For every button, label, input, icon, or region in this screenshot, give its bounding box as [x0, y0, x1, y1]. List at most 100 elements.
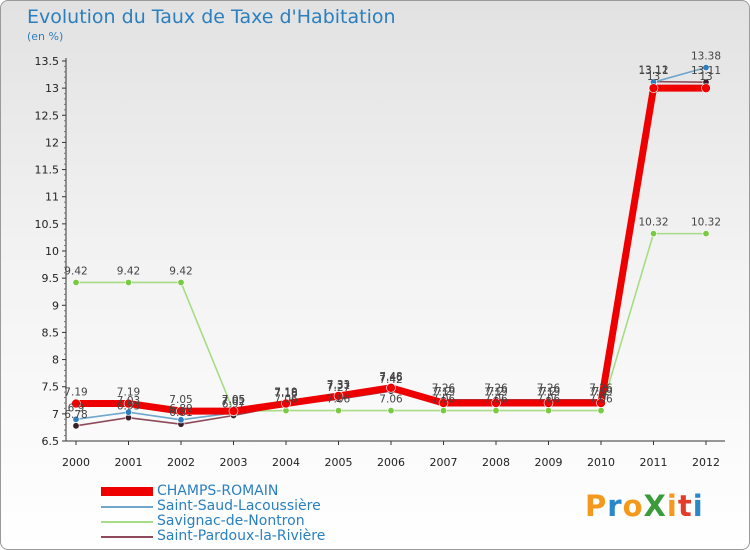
data-point-champs-romain [71, 398, 81, 409]
x-tick-label: 2007 [430, 456, 458, 469]
data-label-savignac-de-nontron: 7.06 [589, 394, 613, 406]
x-tick-label: 2002 [167, 456, 195, 469]
series-layer [71, 64, 711, 430]
value-labels: 9.42 9.42 9.42 7.05 7.06 7.06 7.06 7.06 7.06 7.06… [64, 51, 721, 421]
y-tick-label: 11 [45, 191, 59, 204]
x-tick-label: 2011 [640, 456, 668, 469]
logo-letter: t [677, 489, 693, 523]
data-point-saint-saud-lacoussiere [72, 415, 80, 423]
y-tick-label: 13.5 [35, 55, 60, 68]
y-tick-label: 9 [52, 299, 59, 312]
data-point-champs-romain [543, 398, 554, 408]
data-label-saint-pardoux-la-riviere: 7.26 [432, 383, 456, 395]
data-label-champs-romain: 7.05 [222, 394, 245, 406]
data-label-saint-pardoux-la-riviere: 13.12 [638, 65, 668, 77]
data-point-champs-romain [648, 83, 659, 93]
data-label-saint-pardoux-la-riviere: 7.26 [537, 383, 561, 395]
logo-letter: i [666, 489, 678, 523]
y-tick-label: 7.5 [42, 381, 60, 394]
data-label-champs-romain: 7.33 [327, 379, 350, 391]
data-label-saint-saud-lacoussiere: 13.11 [638, 65, 668, 77]
data-point-savignac-de-nontron [544, 407, 552, 415]
y-tick-label: 9.5 [42, 272, 60, 285]
data-label-champs-romain: 7.19 [64, 387, 87, 399]
data-label-savignac-de-nontron: 7.06 [537, 394, 561, 406]
data-point-champs-romain [123, 398, 134, 409]
data-label-saint-saud-lacoussiere: 7.18 [274, 387, 297, 399]
data-point-savignac-de-nontron [439, 407, 447, 415]
data-label-saint-pardoux-la-riviere: 7.26 [589, 383, 613, 395]
data-point-savignac-de-nontron [387, 407, 395, 415]
data-label-saint-pardoux-la-riviere: 7.16 [274, 388, 298, 400]
data-label-saint-pardoux-la-riviere: 13.11 [691, 65, 721, 77]
data-label-champs-romain: 7.2 [488, 386, 505, 398]
data-label-saint-saud-lacoussiere: 7.19 [589, 387, 612, 399]
data-label-saint-pardoux-la-riviere: 7.26 [484, 383, 508, 395]
logo-letter: o [622, 489, 644, 523]
data-label-savignac-de-nontron: 7.06 [432, 394, 456, 406]
x-tick-label: 2008 [482, 456, 510, 469]
data-label-savignac-de-nontron: 9.42 [64, 265, 87, 277]
data-point-savignac-de-nontron [649, 230, 657, 238]
data-point-champs-romain [438, 398, 449, 408]
data-point-savignac-de-nontron [492, 407, 500, 415]
legend-label: Saint-Saud-Lacoussière [157, 498, 321, 514]
data-point-savignac-de-nontron [597, 407, 605, 415]
x-tick-label: 2009 [535, 456, 563, 469]
data-label-champs-romain: 7.2 [435, 386, 452, 398]
x-tick-label: 2003 [220, 456, 248, 469]
data-label-savignac-de-nontron: 7.06 [327, 394, 351, 406]
legend-label: Savignac-de-Nontron [157, 513, 305, 529]
x-tick-label: 2010 [587, 456, 615, 469]
data-point-saint-pardoux-la-riviere [72, 422, 80, 430]
logo-letter: P [585, 489, 608, 523]
data-point-champs-romain [386, 382, 396, 393]
data-point-champs-romain [176, 406, 186, 416]
legend-label: Saint-Pardoux-la-Rivière [157, 528, 326, 544]
data-label-savignac-de-nontron: 7.05 [222, 394, 245, 406]
data-label-savignac-de-nontron: 10.32 [638, 217, 668, 229]
chart-axes: 6.5 7 7.5 8 8.5 9 9.5 10 10.5 11 11.5 12 12.5 13 13.5 2… [35, 55, 725, 469]
data-point-saint-saud-lacoussiere [125, 408, 133, 416]
y-tick-label: 8 [52, 354, 59, 367]
data-label-saint-saud-lacoussiere: 7.02 [222, 396, 245, 408]
data-label-saint-saud-lacoussiere: 13.38 [691, 51, 721, 63]
data-label-champs-romain: 7.19 [274, 387, 297, 399]
x-tick-label: 2004 [272, 456, 300, 469]
x-tick-label: 2005 [325, 456, 353, 469]
series-line-champs-romain [72, 84, 710, 415]
data-point-savignac-de-nontron [125, 278, 133, 286]
data-label-champs-romain: 7.48 [379, 371, 402, 383]
y-tick-label: 10 [45, 245, 59, 258]
logo-letter: X [643, 489, 667, 523]
data-point-champs-romain [701, 83, 711, 93]
data-label-saint-saud-lacoussiere: 7.19 [432, 387, 455, 399]
data-label-saint-saud-lacoussiere: 6.9 [68, 402, 85, 414]
data-label-saint-pardoux-la-riviere: 6.78 [64, 409, 87, 421]
data-point-champs-romain [281, 398, 291, 409]
data-point-savignac-de-nontron [72, 278, 80, 286]
y-tick-label: 12.5 [35, 109, 60, 122]
data-point-champs-romain [491, 398, 501, 408]
data-label-champs-romain: 7.05 [169, 394, 192, 406]
y-tick-label: 11.5 [35, 164, 60, 177]
data-point-champs-romain [228, 406, 239, 416]
legend-swatch-icon [101, 521, 153, 523]
data-label-savignac-de-nontron: 10.32 [691, 217, 721, 229]
data-label-champs-romain: 13 [647, 71, 660, 83]
data-label-savignac-de-nontron: 7.06 [484, 394, 508, 406]
proxiti-logo: ProXiti [585, 489, 704, 523]
data-point-savignac-de-nontron [177, 278, 185, 286]
data-label-champs-romain: 7.2 [593, 386, 610, 398]
logo-letter: r [607, 489, 623, 523]
data-label-savignac-de-nontron: 7.06 [274, 394, 298, 406]
data-point-saint-saud-lacoussiere [702, 64, 710, 72]
legend-swatch-icon [101, 487, 153, 496]
data-point-savignac-de-nontron [702, 230, 710, 238]
y-tick-label: 13 [45, 82, 59, 95]
x-tick-label: 2006 [377, 456, 405, 469]
data-point-saint-saud-lacoussiere [177, 416, 185, 424]
chart-title: Evolution du Taux de Taxe d'Habitation [27, 6, 396, 28]
y-tick-label: 10.5 [35, 218, 60, 231]
